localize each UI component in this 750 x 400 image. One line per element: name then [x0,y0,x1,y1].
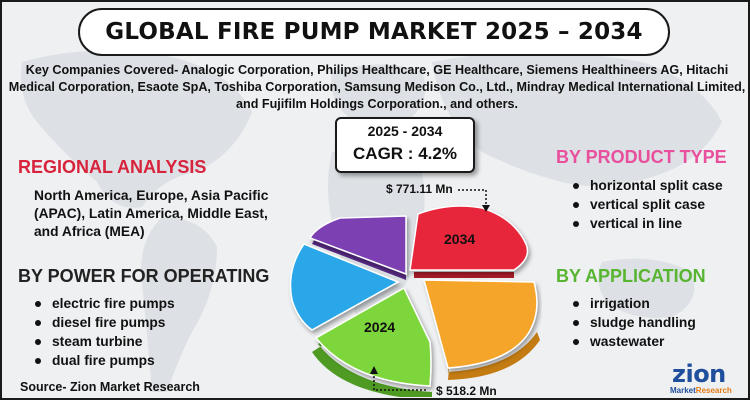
market-pie-graphic: 2034 2024 [289,205,540,397]
product-type-list: horizontal split case vertical split cas… [570,176,723,233]
pie-slice-red [409,205,529,271]
list-item: dual fire pumps [32,351,175,370]
logo-subtitle: MarketResearch [670,386,732,395]
key-companies-text: Key Companies Covered- Analogic Corporat… [8,63,746,111]
value-2034-arrow [458,189,490,212]
pie-slice-red-side [414,272,514,278]
zion-logo: zion MarketResearch [664,360,748,398]
cagr-value: CAGR : 4.2% [353,144,457,163]
list-item: vertical in line [570,214,723,233]
list-item: irrigation [570,294,696,313]
value-2024-arrow [370,366,426,391]
power-operating-list: electric fire pumps diesel fire pumps st… [32,294,175,370]
product-type-heading: BY PRODUCT TYPE [556,147,727,167]
north-america-shape [21,50,252,208]
pie-slice-orange [423,279,538,369]
source-text: Source- Zion Market Research [20,380,200,394]
asia-shape [432,52,722,186]
application-heading: BY APPLICATION [556,266,706,286]
regional-analysis-heading: REGIONAL ANALYSIS [18,157,207,177]
cagr-box: 2025 - 2034 CAGR : 4.2% [335,117,475,173]
pie-slice-green [314,286,432,387]
pie-slice-green-side [312,294,432,397]
pie-label-2024: 2024 [364,319,395,335]
list-item: vertical split case [570,195,723,214]
australia-shape [598,258,695,318]
value-2024-label: $ 518.2 Mn [436,384,497,398]
south-america-shape [141,217,217,392]
pie-slice-orange-side [448,332,540,380]
pie-slice-blue [289,243,400,331]
logo-word: zion [672,360,726,388]
pie-label-2034: 2034 [444,231,475,247]
regional-analysis-text: North America, Europe, Asia Pacific (APA… [34,188,269,239]
list-item: electric fire pumps [32,294,175,313]
power-operating-heading: BY POWER FOR OPERATING [18,266,270,286]
list-item: diesel fire pumps [32,313,175,332]
list-item: steam turbine [32,332,175,351]
list-item: horizontal split case [570,176,723,195]
value-2034-label: $ 771.11 Mn [386,182,453,196]
cagr-years: 2025 - 2034 [367,123,443,139]
list-item: sludge handling [570,313,696,332]
list-item: wastewater [570,332,696,351]
europe-shape [331,64,426,123]
page-title: GLOBAL FIRE PUMP MARKET 2025 – 2034 [78,8,670,56]
pie-slice-purple [308,215,407,276]
application-list: irrigation sludge handling wastewater [570,294,696,351]
